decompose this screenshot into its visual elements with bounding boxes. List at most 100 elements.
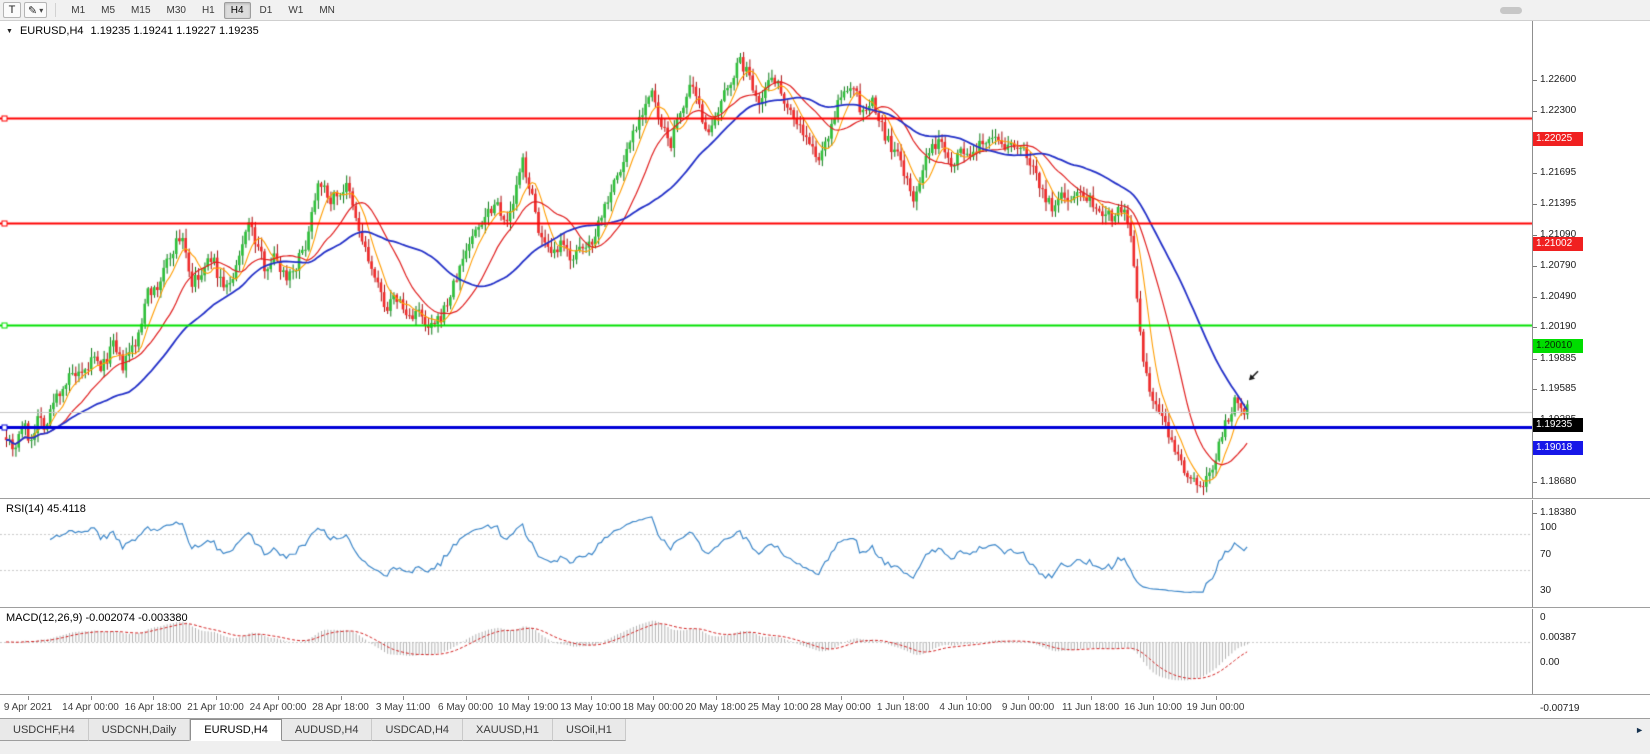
time-axis-label: 14 Apr 00:00 bbox=[62, 702, 119, 713]
price-axis-tickmark bbox=[1533, 296, 1537, 298]
price-axis-tickmark bbox=[1533, 265, 1537, 267]
time-axis-tickmark bbox=[278, 696, 279, 700]
time-axis-tickmark bbox=[340, 696, 342, 700]
timeframe-button-m15[interactable]: M15 bbox=[131, 4, 151, 16]
tab-scroll-right-button[interactable]: ► bbox=[1635, 725, 1644, 735]
chart-title: ▼ EURUSD,H4 1.19235 1.19241 1.19227 1.19… bbox=[6, 25, 259, 37]
time-axis-tickmark bbox=[840, 696, 842, 700]
time-axis[interactable]: 9 Apr 2021 14 Apr 00:00 16 Apr 18:00 21 Apr… bbox=[0, 696, 1532, 718]
price-axis-label: 1.21090 bbox=[1540, 228, 1577, 240]
chart-tab-usdcad-h4[interactable]: USDCAD,H4 bbox=[372, 719, 464, 741]
rsi-indicator-label: RSI(14) 45.4118 bbox=[6, 503, 86, 515]
chart-tab-usdcnh-daily[interactable]: USDCNH,Daily bbox=[88, 719, 191, 741]
macd-level-label: 0.00 bbox=[1540, 657, 1560, 668]
time-axis-label: 11 Jun 18:00 bbox=[1061, 702, 1120, 713]
price-axis-tickmark bbox=[1533, 482, 1537, 484]
time-axis-label: 13 May 10:00 bbox=[560, 702, 621, 713]
time-axis-tickmark bbox=[403, 696, 404, 700]
timeframe-button-d1[interactable]: D1 bbox=[259, 4, 273, 16]
price-axis-label: 1.21395 bbox=[1540, 197, 1577, 209]
price-axis-label: 1.21695 bbox=[1540, 166, 1577, 178]
time-axis-tickmark bbox=[153, 696, 154, 700]
chart-tab-xauusd-h1[interactable]: XAUUSD,H1 bbox=[463, 719, 553, 741]
time-axis-label: 19 Jun 00:00 bbox=[1186, 702, 1245, 713]
time-axis-tickmark bbox=[1153, 696, 1154, 700]
time-axis-tickmark bbox=[1215, 696, 1217, 700]
time-axis-label: 24 Apr 00:00 bbox=[249, 702, 307, 713]
time-axis-label: 16 Apr 18:00 bbox=[124, 702, 182, 713]
timeframe-button-mn[interactable]: MN bbox=[319, 4, 335, 16]
price-tag-1.21002: 1.21002 bbox=[1533, 237, 1583, 251]
price-axis-label: 1.22600 bbox=[1540, 73, 1577, 85]
price-axis-label: 1.22300 bbox=[1540, 104, 1577, 116]
time-axis-label: 25 May 10:00 bbox=[747, 702, 809, 713]
time-axis-label: 9 Jun 00:00 bbox=[1001, 702, 1055, 713]
time-axis-tickmark bbox=[1028, 696, 1029, 700]
chart-tab-bar: USDCHF,H4 USDCNH,Daily EURUSD,H4 AUDUSD,H4 U… bbox=[0, 718, 1650, 754]
macd-level-label: 0.00387 bbox=[1540, 632, 1577, 644]
time-axis-label: 4 Jun 10:00 bbox=[939, 702, 992, 713]
panel-divider bbox=[0, 694, 1650, 696]
chart-tab-audusd-h4[interactable]: AUDUSD,H4 bbox=[281, 719, 373, 741]
time-axis-tickmark bbox=[778, 696, 779, 700]
time-axis-tickmark bbox=[465, 696, 467, 700]
price-axis-label: 1.20490 bbox=[1540, 290, 1577, 302]
panel-divider[interactable] bbox=[0, 607, 1650, 609]
rsi-panel-canvas[interactable] bbox=[0, 500, 1532, 607]
draw-tool-button[interactable]: ✎ ▾ bbox=[24, 2, 48, 18]
text-tool-button[interactable]: T bbox=[3, 2, 21, 18]
price-axis-tickmark bbox=[1533, 389, 1537, 391]
dropdown-arrow-icon: ▾ bbox=[39, 5, 44, 15]
chart-tab-usdchf-h4[interactable]: USDCHF,H4 bbox=[0, 719, 89, 741]
time-axis-label: 6 May 00:00 bbox=[437, 702, 494, 713]
price-axis-tickmark bbox=[1533, 110, 1537, 112]
price-axis-label: 1.19585 bbox=[1540, 383, 1577, 395]
chart-ohlc-values: 1.19235 1.19241 1.19227 1.19235 bbox=[90, 25, 259, 37]
time-axis-label: 3 May 11:00 bbox=[375, 702, 431, 713]
panel-divider[interactable] bbox=[0, 498, 1650, 500]
rsi-level-label: 70 bbox=[1540, 549, 1552, 560]
price-axis-label: 1.20790 bbox=[1540, 259, 1577, 271]
price-axis-tickmark bbox=[1533, 327, 1537, 329]
price-axis-label: 1.20190 bbox=[1540, 321, 1577, 333]
timeframe-button-h1[interactable]: H1 bbox=[201, 4, 215, 16]
toolbar-scroll-thumb[interactable] bbox=[1500, 7, 1522, 14]
price-axis-tickmark bbox=[1533, 513, 1537, 515]
collapse-chart-icon[interactable]: ▼ bbox=[6, 27, 13, 35]
time-axis-tickmark bbox=[653, 696, 654, 700]
toolbar: T ✎ ▾ M1 M5 M15 M30 H1 H4 D1 W1 MN bbox=[0, 0, 1650, 21]
price-axis[interactable]: 1.19235 1.226001.223001.219951.216951.21… bbox=[1532, 21, 1650, 714]
time-axis-tickmark bbox=[590, 696, 592, 700]
price-axis-tickmark bbox=[1533, 358, 1537, 360]
rsi-level-label: 30 bbox=[1540, 585, 1552, 596]
time-axis-label: 10 May 19:00 bbox=[497, 702, 559, 713]
chart-tab-usoil-h1[interactable]: USOil,H1 bbox=[553, 719, 626, 741]
chart-tabs: USDCHF,H4 USDCNH,Daily EURUSD,H4 AUDUSD,H4 U… bbox=[0, 719, 1650, 741]
time-axis-label: 20 May 18:00 bbox=[685, 702, 746, 713]
price-chart-canvas[interactable] bbox=[0, 21, 1532, 498]
timeframe-button-m30[interactable]: M30 bbox=[166, 4, 186, 16]
macd-panel-canvas[interactable] bbox=[0, 609, 1532, 694]
time-axis-tickmark bbox=[715, 696, 717, 700]
rsi-level-label: 0 bbox=[1540, 612, 1546, 623]
rsi-level-label: 100 bbox=[1540, 522, 1557, 533]
price-axis-label: 1.18380 bbox=[1540, 507, 1577, 519]
timeframe-button-w1[interactable]: W1 bbox=[288, 4, 304, 16]
timeframe-button-h4[interactable]: H4 bbox=[223, 1, 251, 19]
time-axis-tickmark bbox=[903, 696, 904, 700]
time-axis-label: 28 May 00:00 bbox=[810, 702, 871, 713]
price-axis-tickmark bbox=[1533, 203, 1537, 205]
chart-tab-eurusd-h4[interactable]: EURUSD,H4 bbox=[190, 719, 282, 741]
time-axis-label: 21 Apr 10:00 bbox=[187, 702, 244, 713]
toolbar-separator bbox=[55, 3, 57, 17]
price-axis-label: 1.18680 bbox=[1540, 476, 1577, 488]
timeframe-button-m5[interactable]: M5 bbox=[101, 4, 116, 16]
timeframe-button-m1[interactable]: M1 bbox=[71, 4, 86, 16]
time-axis-tickmark bbox=[90, 696, 92, 700]
price-axis-tickmark bbox=[1533, 172, 1537, 174]
macd-level-label: -0.00719 bbox=[1540, 703, 1580, 715]
time-axis-tickmark bbox=[215, 696, 217, 700]
time-axis-label: 18 May 00:00 bbox=[622, 702, 684, 713]
chart-symbol-label: EURUSD,H4 bbox=[19, 25, 84, 37]
